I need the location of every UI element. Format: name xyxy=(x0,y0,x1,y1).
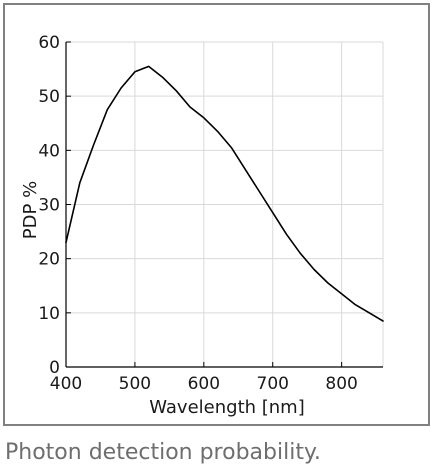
chart-frame: 400 500 600 700 800 0 10 20 30 40 50 60 Wavelength … xyxy=(3,3,430,426)
y-tick-label: 40 xyxy=(38,141,60,161)
x-axis-label: Wavelength [nm] xyxy=(149,397,305,418)
y-tick-label: 0 xyxy=(49,358,60,378)
x-tick-label: 700 xyxy=(257,374,289,394)
x-tick-label: 800 xyxy=(325,374,357,394)
y-tick-label: 10 xyxy=(38,304,60,324)
ticks-layer: 400 500 600 700 800 0 10 20 30 40 50 60 xyxy=(38,33,358,394)
x-tick-label: 400 xyxy=(50,374,82,394)
y-tick-label: 20 xyxy=(38,250,60,270)
pdp-chart: 400 500 600 700 800 0 10 20 30 40 50 60 Wavelength … xyxy=(20,33,384,418)
axes-layer xyxy=(65,41,383,368)
grid-layer xyxy=(65,41,384,367)
pdp-series-line xyxy=(65,65,384,322)
y-tick-label: 30 xyxy=(38,196,60,216)
x-tick-label: 600 xyxy=(188,374,220,394)
y-axis-label: PDP % xyxy=(20,181,41,239)
figure-caption: Photon detection probability. xyxy=(5,440,321,465)
y-tick-label: 60 xyxy=(38,33,60,53)
y-tick-label: 50 xyxy=(38,87,60,107)
x-tick-label: 500 xyxy=(119,374,151,394)
series-layer xyxy=(65,65,384,322)
